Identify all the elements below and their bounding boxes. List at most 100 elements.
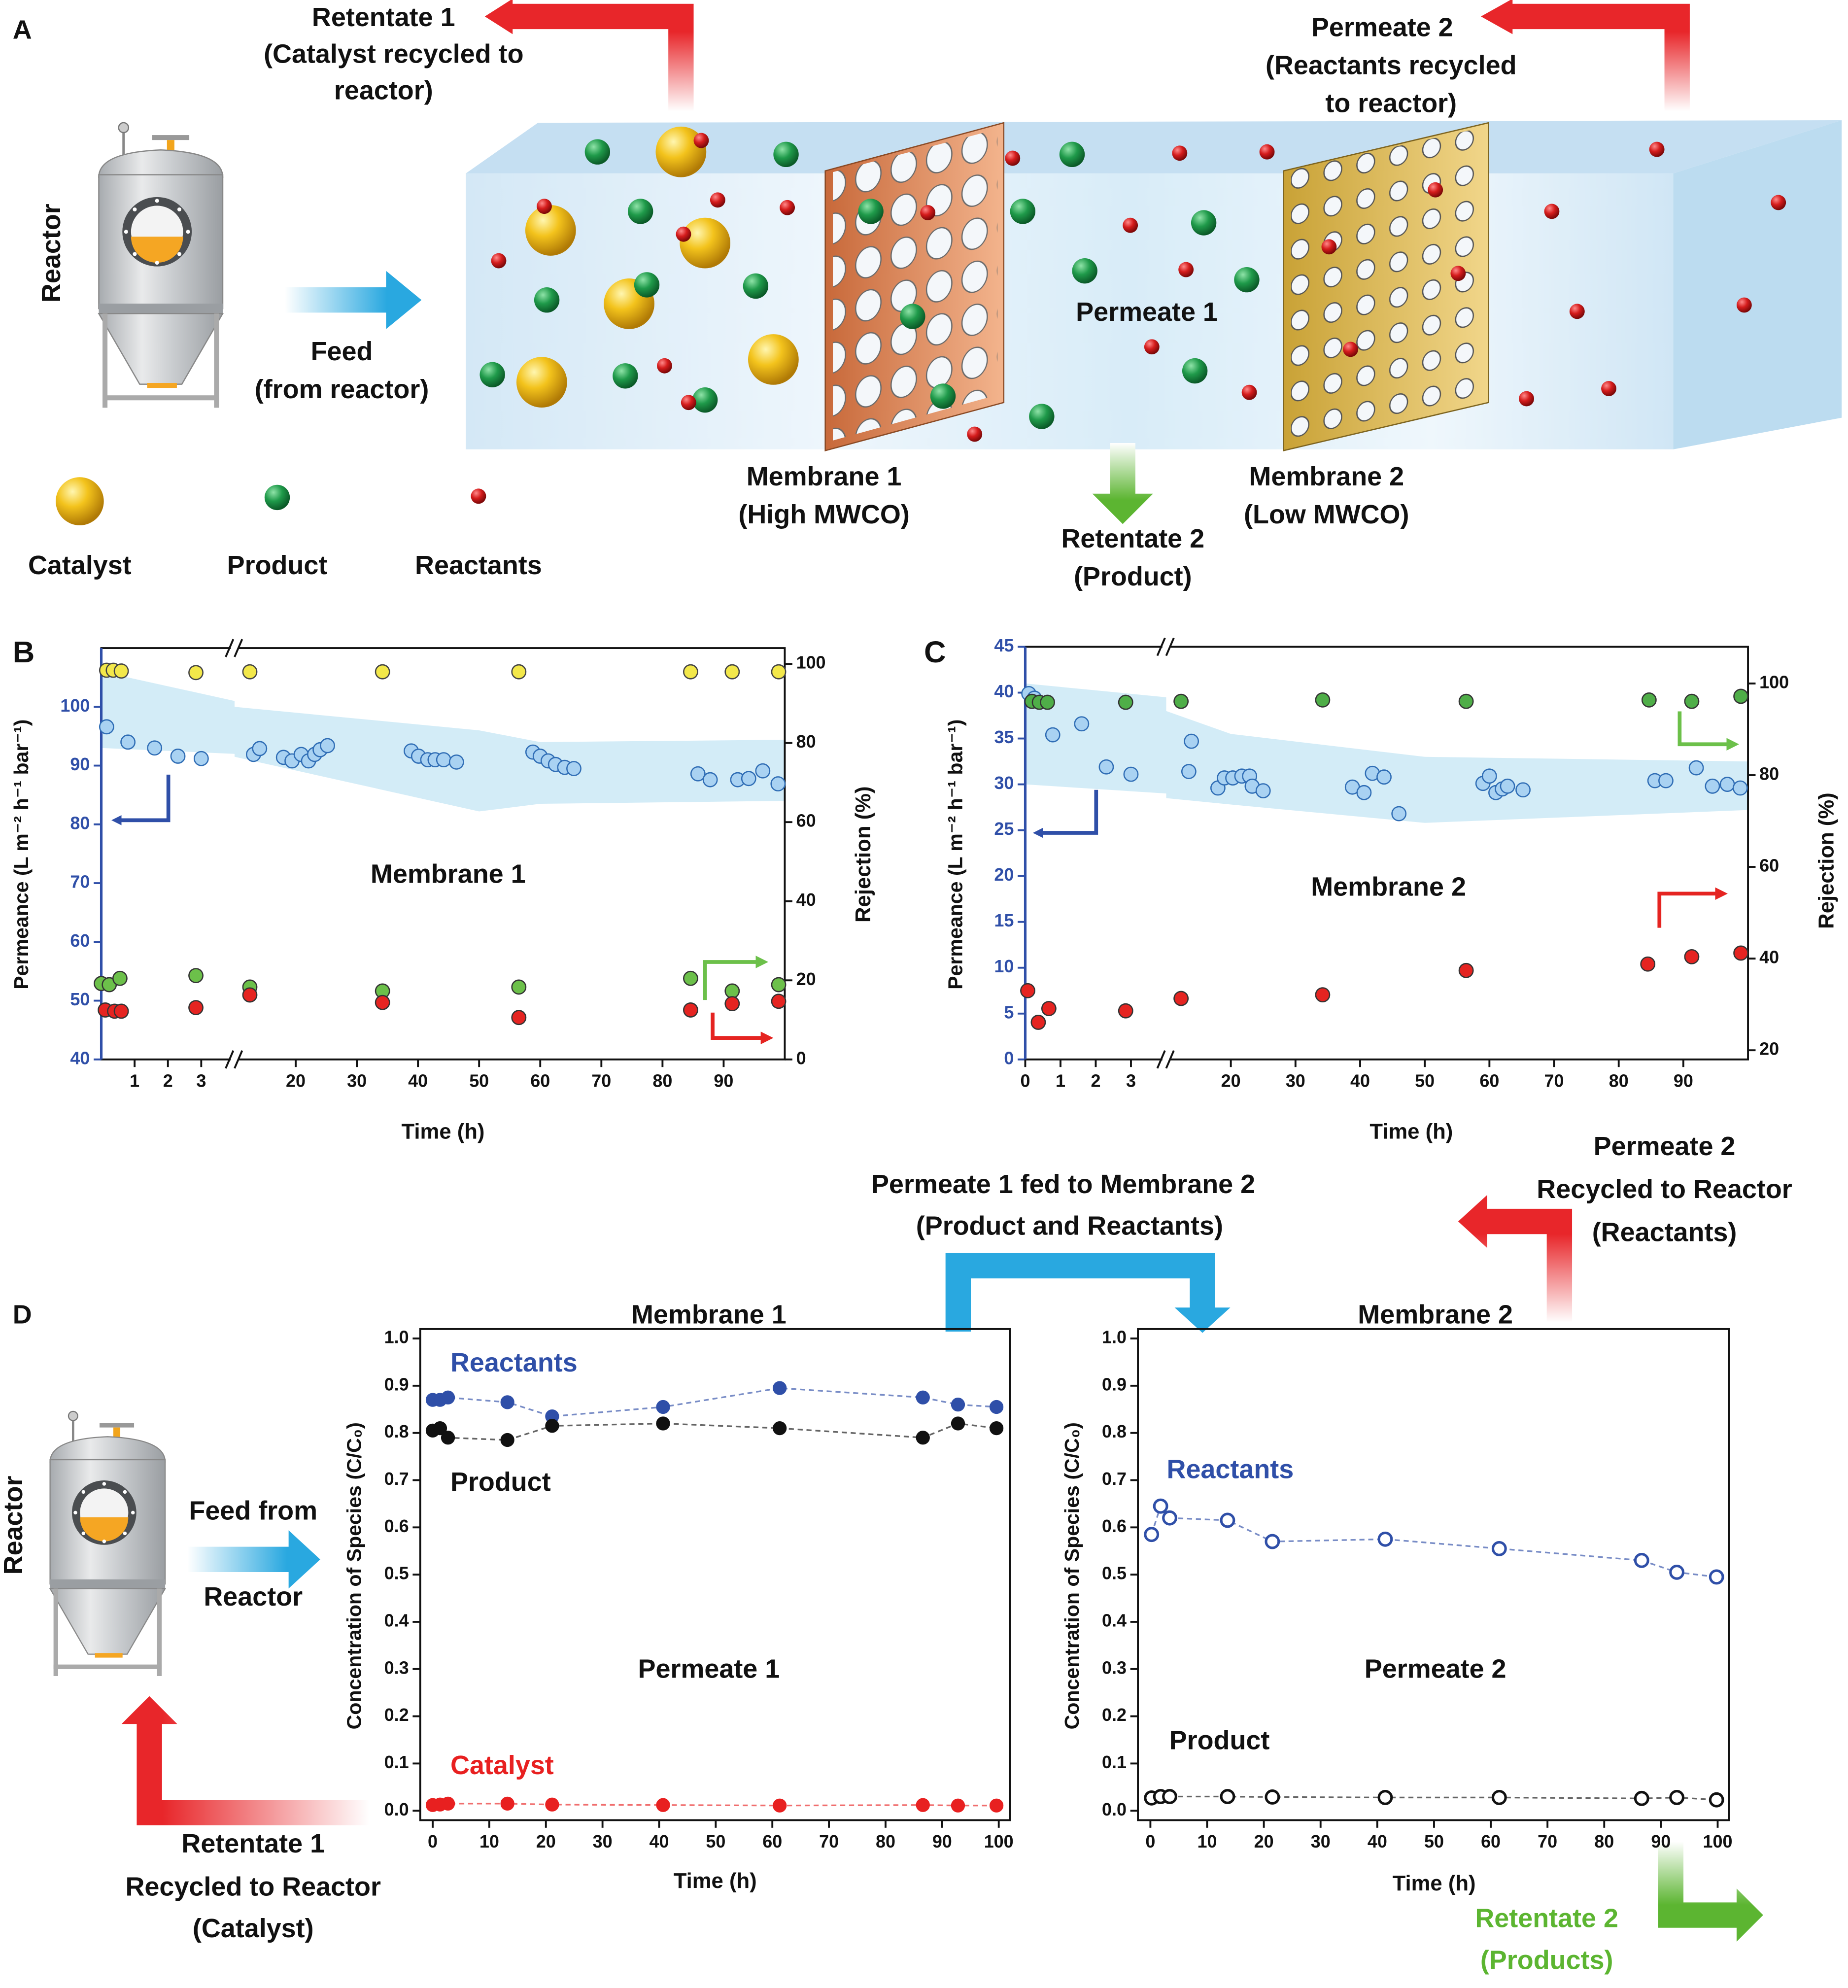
data-point	[112, 970, 128, 986]
data-point	[113, 663, 129, 679]
y-tick-label: 0.2	[1102, 1705, 1127, 1725]
arrow-left-axis	[1032, 789, 1098, 838]
x-tick-label: 3	[1126, 1071, 1136, 1091]
y-tick-label: 80	[70, 813, 90, 833]
data-point	[1634, 1552, 1649, 1568]
annotation: Permeate 2	[1365, 1654, 1506, 1684]
data-point	[566, 761, 582, 776]
series-line	[1151, 1795, 1717, 1801]
data-point	[724, 983, 740, 999]
data-point	[1458, 693, 1474, 709]
axis-break-mark	[1165, 1050, 1175, 1069]
panel-label: D	[13, 1300, 32, 1329]
label: Retentate 2	[1061, 524, 1204, 553]
data-point	[1733, 688, 1749, 704]
y-axis-label: Concentration of Species (C/C₀)	[343, 1422, 366, 1729]
y-tick-label: 0.1	[1102, 1752, 1127, 1772]
data-point	[1515, 782, 1531, 798]
y-tick-label: 50	[70, 989, 90, 1009]
data-point	[1491, 1790, 1507, 1805]
label: Membrane 2	[1249, 462, 1404, 491]
x-tick-label: 90	[1674, 1071, 1693, 1091]
label: Retentate 2	[1475, 1904, 1618, 1933]
x-tick-label: 50	[469, 1071, 489, 1091]
x-tick-label: 100	[984, 1831, 1014, 1851]
data-point	[1123, 766, 1139, 782]
series-label: Product	[450, 1467, 551, 1497]
data-point	[375, 664, 390, 680]
label: reactor)	[334, 76, 433, 105]
panel-label: C	[924, 635, 946, 669]
range-band	[1025, 683, 1748, 823]
data-point	[1144, 1527, 1160, 1542]
y-tick-label: 10	[994, 956, 1014, 976]
y-tick-label: 25	[994, 819, 1014, 839]
data-point	[1162, 1789, 1177, 1804]
data-point	[773, 1421, 787, 1436]
data-point	[1709, 1569, 1724, 1585]
legend-label: Catalyst	[28, 550, 132, 580]
reactor-icon	[99, 123, 222, 408]
data-point	[1118, 1003, 1133, 1019]
data-point	[683, 970, 698, 986]
axis-break-gap	[231, 644, 239, 652]
y-tick-label: 0.8	[1102, 1421, 1127, 1441]
data-point	[724, 664, 740, 680]
data-point	[1684, 949, 1700, 964]
data-point	[1074, 716, 1090, 732]
data-point	[1265, 1789, 1280, 1805]
data-point	[690, 766, 706, 782]
label: Recycled to Reactor	[125, 1872, 380, 1901]
x-axis-label: Time (h)	[1393, 1871, 1476, 1895]
label: (Reactants recycled	[1266, 50, 1517, 80]
legend-label: Reactants	[415, 550, 542, 580]
series-line	[1151, 1504, 1717, 1578]
x-tick-label: 20	[286, 1071, 306, 1091]
x-tick-label: 1	[1056, 1071, 1065, 1091]
label: Permeate 2	[1594, 1131, 1736, 1161]
series-label: Product	[1169, 1726, 1270, 1755]
data-point	[1669, 1790, 1685, 1805]
data-point	[1030, 1015, 1046, 1030]
y-tick-label: 0.5	[384, 1563, 409, 1583]
x-tick-label: 0	[1020, 1071, 1030, 1091]
label: (Catalyst)	[193, 1914, 314, 1943]
data-point	[702, 772, 718, 788]
data-point	[500, 1395, 514, 1409]
label: (High MWCO)	[738, 500, 909, 529]
data-point	[1315, 692, 1331, 708]
data-point	[1184, 733, 1199, 749]
data-point	[1173, 991, 1189, 1006]
y2-axis-label: Rejection (%)	[1814, 792, 1838, 929]
data-point	[193, 751, 209, 766]
x-tick-label: 60	[1479, 1071, 1499, 1091]
y2-tick-label: 60	[1759, 856, 1779, 876]
y2-tick-label: 80	[1759, 763, 1779, 784]
x-tick-label: 60	[1481, 1831, 1501, 1851]
legend-product	[264, 484, 290, 511]
data-point	[951, 1398, 965, 1412]
axis-break-gap	[231, 1056, 239, 1063]
y-tick-label: 0.0	[384, 1799, 409, 1819]
label: Feed from	[189, 1496, 317, 1526]
x-axis-label: Time (h)	[674, 1869, 757, 1893]
axis-break-gap	[1162, 1056, 1170, 1063]
label: (from reactor)	[255, 375, 429, 404]
x-tick-label: 1	[130, 1071, 139, 1091]
label: (Reactants)	[1592, 1217, 1737, 1247]
product-particles	[479, 139, 1260, 429]
x-tick-label: 80	[1594, 1831, 1614, 1851]
data-point	[755, 763, 771, 779]
label: Permeate 1	[1076, 297, 1218, 327]
panel-d: D Reactor Feed from Reactor Permeate 1 f…	[0, 1131, 1792, 1975]
x-tick-label: 20	[536, 1831, 556, 1851]
x-tick-label: 30	[1286, 1071, 1305, 1091]
membrane-2-pores	[1291, 128, 1481, 441]
y2-tick-label: 60	[796, 811, 816, 831]
arrow-right-axis	[1657, 887, 1728, 928]
data-point	[1641, 692, 1657, 708]
data-point	[1377, 1790, 1393, 1805]
data-point	[1118, 694, 1133, 710]
data-point	[242, 664, 258, 680]
y2-tick-label: 100	[796, 652, 826, 673]
